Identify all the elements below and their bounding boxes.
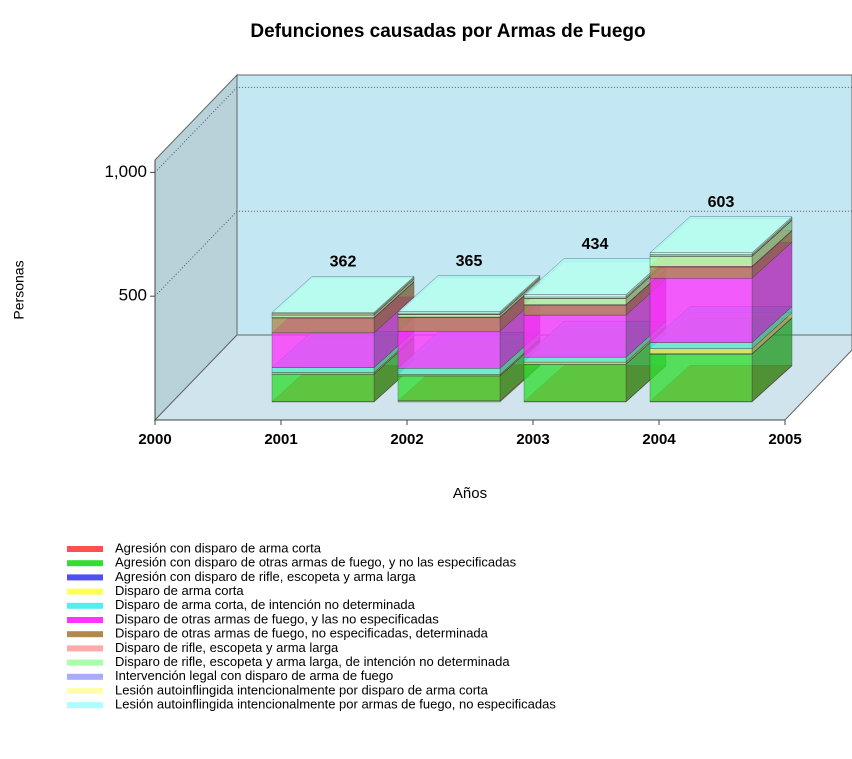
bar-face (650, 253, 752, 255)
bar-face (398, 312, 500, 313)
bar-face (524, 364, 626, 401)
y-tick-label: 1,000 (104, 162, 147, 181)
bar-face (272, 312, 374, 313)
legend-swatch (67, 645, 103, 651)
legend-swatch (67, 603, 103, 609)
bar-face (398, 318, 500, 332)
bar-face (524, 298, 626, 304)
legend-label: Intervención legal con disparo de arma d… (115, 668, 393, 683)
legend-label: Disparo de arma corta, de intención no d… (115, 597, 416, 612)
legend-swatch (67, 631, 103, 637)
legend-label: Lesión autoinflingida intencionalmente p… (115, 697, 556, 712)
bar-face (650, 267, 752, 278)
legend-label: Agresión con disparo de arma corta (115, 540, 322, 555)
bar-face (398, 315, 500, 317)
bar-face (272, 368, 374, 373)
bar-face (650, 349, 752, 354)
x-tick-label: 2002 (390, 431, 423, 448)
legend-label: Agresión con disparo de otras armas de f… (115, 555, 517, 570)
legend-label: Lesión autoinflingida intencionalmente p… (115, 682, 489, 697)
bar-face (272, 315, 374, 317)
bar-face (272, 373, 374, 374)
bar-face (524, 362, 626, 364)
bar-face (524, 295, 626, 297)
legend-swatch (67, 688, 103, 694)
legend-swatch (67, 617, 103, 623)
x-tick-label: 2001 (264, 431, 297, 448)
chart-title: Defunciones causadas por Armas de Fuego (250, 21, 645, 42)
bar-face (650, 343, 752, 349)
legend-label: Disparo de otras armas de fuego, y las n… (115, 611, 439, 626)
legend-label: Agresión con disparo de rifle, escopeta … (115, 569, 416, 584)
bar-face (650, 278, 752, 342)
legend-swatch (67, 674, 103, 680)
bar-face (272, 318, 374, 333)
bar-face (398, 368, 500, 374)
x-tick-label: 2003 (516, 431, 549, 448)
bar-face (524, 315, 626, 357)
bar-face (650, 354, 752, 401)
total-label: 434 (582, 236, 609, 253)
bar-face (272, 333, 374, 368)
legend-label: Disparo de rifle, escopeta y arma larga,… (115, 654, 510, 669)
legend-swatch (67, 589, 103, 595)
y-axis-label: Personas (11, 260, 27, 319)
bar-face (524, 357, 626, 362)
legend-swatch (67, 660, 103, 666)
legend-label: Disparo de arma corta (115, 583, 244, 598)
bar-face (272, 374, 374, 401)
legend-swatch (67, 546, 103, 552)
bar-face (398, 376, 500, 401)
total-label: 365 (456, 253, 483, 270)
x-tick-label: 2000 (138, 431, 171, 448)
legend-label: Disparo de rifle, escopeta y arma larga (115, 640, 339, 655)
x-tick-label: 2004 (642, 431, 676, 448)
legend-swatch (67, 574, 103, 580)
bar-face (650, 256, 752, 266)
legend-swatch (67, 560, 103, 566)
x-axis-label: Años (453, 485, 487, 502)
total-label: 603 (708, 194, 735, 211)
y-tick-label: 500 (119, 286, 147, 305)
bar-face (524, 305, 626, 315)
bar-face (398, 331, 500, 368)
total-label: 362 (330, 254, 357, 271)
x-tick-label: 2005 (768, 431, 801, 448)
legend-label: Disparo de otras armas de fuego, no espe… (115, 626, 489, 641)
legend-swatch (67, 702, 103, 708)
